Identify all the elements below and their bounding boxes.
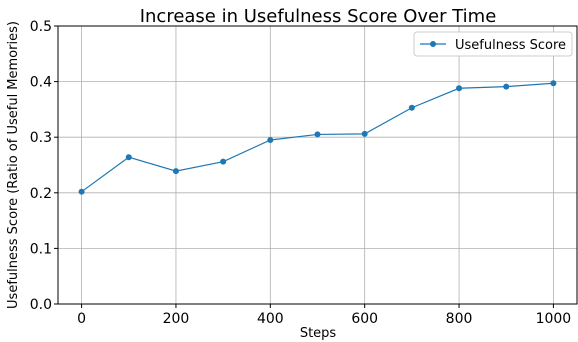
y-tick-label: 0.4 <box>30 75 52 91</box>
x-tick-label: 600 <box>351 311 378 327</box>
y-tick-label: 0.3 <box>30 130 52 146</box>
data-point <box>220 158 227 165</box>
y-axis-label: Usefulness Score (Ratio of Useful Memori… <box>6 21 21 309</box>
data-point <box>267 136 274 143</box>
y-axis-ticks: 0.0 0.1 0.2 0.3 0.4 0.5 <box>30 19 58 313</box>
x-axis-label: Steps <box>300 326 337 341</box>
x-tick-label: 400 <box>257 311 284 327</box>
chart-title: Increase in Usefulness Score Over Time <box>140 6 497 27</box>
x-axis-ticks: 0 200 400 600 800 1000 <box>77 304 571 327</box>
y-tick-label: 0.0 <box>30 297 52 313</box>
grid-lines <box>58 25 577 305</box>
data-point <box>172 168 179 175</box>
data-point <box>456 85 463 92</box>
data-point <box>125 154 132 161</box>
legend-label: Usefulness Score <box>455 38 566 53</box>
data-point <box>361 130 368 137</box>
x-tick-label: 0 <box>77 311 86 327</box>
legend: Usefulness Score <box>413 31 573 57</box>
series-layer <box>78 80 557 195</box>
data-point <box>78 188 85 195</box>
y-tick-label: 0.2 <box>30 186 52 202</box>
y-tick-label: 0.1 <box>30 241 52 257</box>
legend-marker-icon <box>430 41 436 47</box>
x-tick-label: 1000 <box>536 311 572 327</box>
plot-area-frame <box>57 25 578 305</box>
y-tick-label: 0.5 <box>30 19 52 35</box>
data-point <box>314 131 321 138</box>
data-point <box>550 80 557 87</box>
data-point <box>408 104 415 111</box>
x-tick-label: 800 <box>446 311 473 327</box>
data-point <box>503 83 510 90</box>
x-tick-label: 200 <box>163 311 190 327</box>
legend-box <box>413 31 573 57</box>
